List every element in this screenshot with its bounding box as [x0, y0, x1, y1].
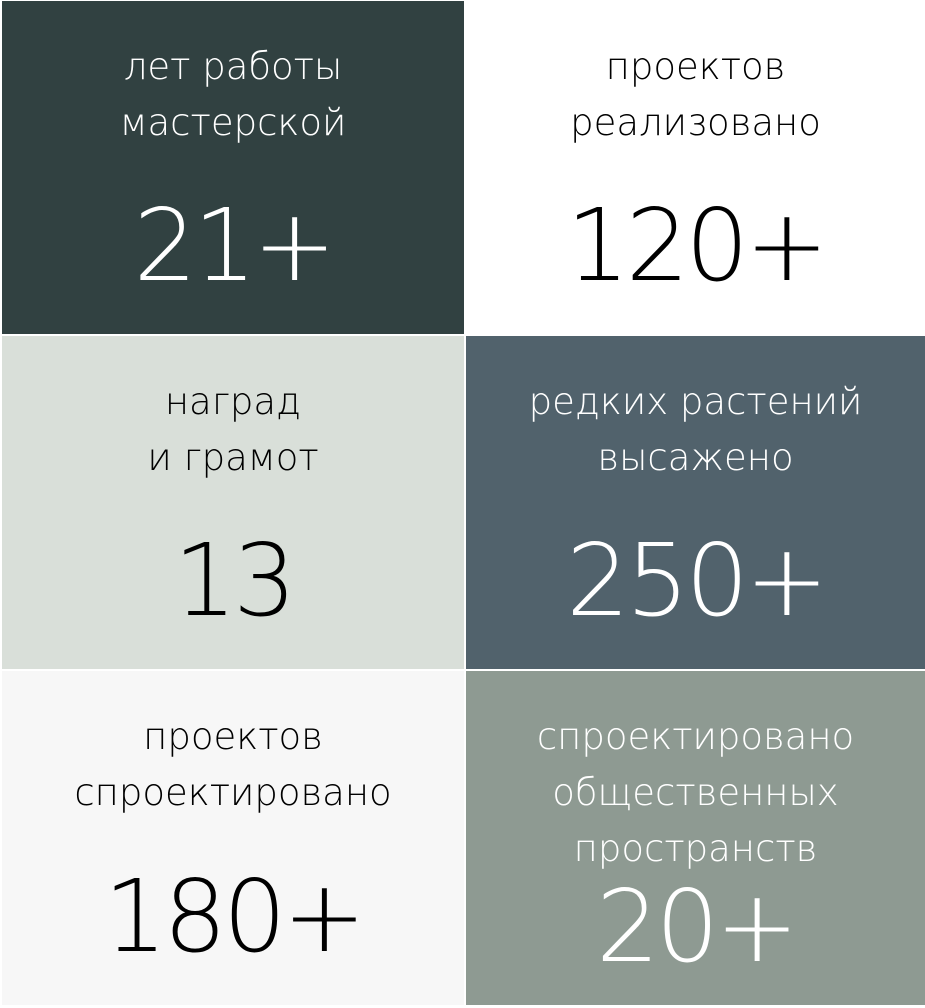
stat-label: проектов реализовано: [466, 1, 925, 151]
stat-card-years: лет работы мастерской 21+: [2, 1, 464, 334]
stat-label-line: лет работы: [123, 45, 343, 88]
stat-card-projects-designed: проектов спроектировано 180+: [2, 671, 464, 1005]
stat-label-line: проектов: [143, 715, 323, 758]
stat-value: 13: [173, 522, 296, 639]
stat-label-line: редких растений: [528, 380, 863, 423]
stat-label-line: спроектировано: [536, 715, 855, 758]
stat-value: 180+: [103, 858, 367, 975]
stat-label-line: мастерской: [119, 101, 347, 144]
stat-label: спроектировано общественных пространств: [466, 671, 925, 877]
stat-label-line: высажено: [597, 436, 794, 479]
stat-value: 120+: [566, 187, 829, 304]
stat-label: редких растений высажено: [466, 336, 925, 486]
stat-label-line: реализовано: [570, 101, 821, 144]
stat-label-line: наград: [164, 380, 302, 423]
stat-card-public-spaces: спроектировано общественных пространств 20…: [466, 671, 925, 1005]
stat-card-projects-realized: проектов реализовано 120+: [466, 1, 925, 334]
stat-value: 250+: [566, 522, 829, 639]
stat-label: проектов спроектировано: [2, 671, 464, 821]
stat-label-line: и грамот: [147, 436, 319, 479]
stat-label-line: общественных: [552, 771, 839, 814]
stat-label-line: спроектировано: [74, 771, 392, 814]
stat-value: 21+: [133, 187, 336, 304]
stat-label-line: пространств: [573, 827, 818, 870]
stat-label: лет работы мастерской: [2, 1, 464, 151]
stat-card-rare-plants: редких растений высажено 250+: [466, 336, 925, 669]
stat-label: наград и грамот: [2, 336, 464, 486]
stat-label-line: проектов: [605, 45, 786, 88]
stat-value: 20+: [595, 868, 799, 985]
stat-card-awards: наград и грамот 13: [2, 336, 464, 669]
